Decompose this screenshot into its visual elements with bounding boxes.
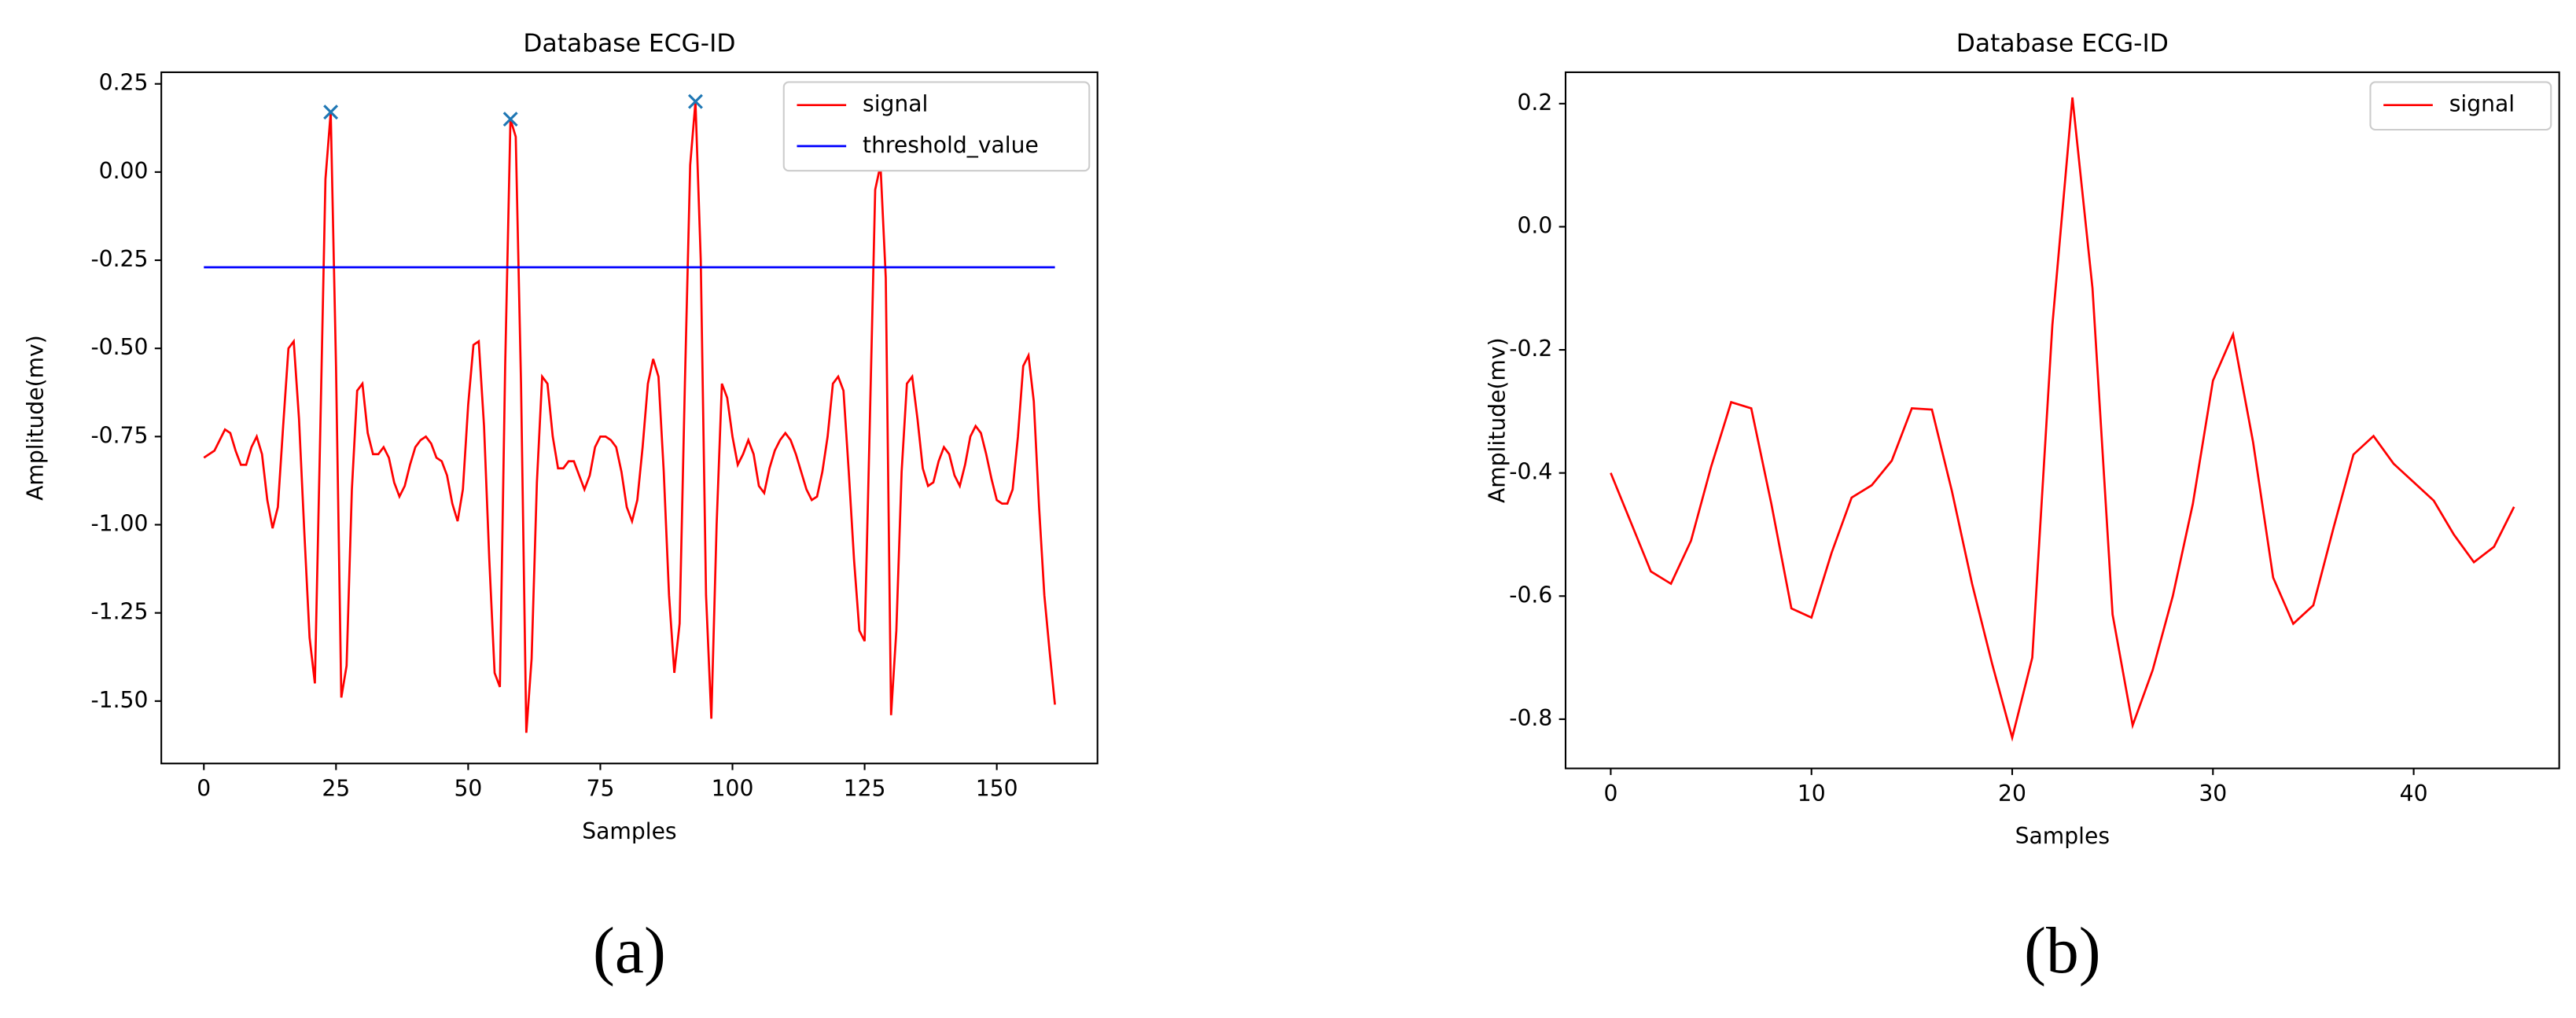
x-tick-label: 100: [712, 776, 754, 802]
peak-marker: [687, 94, 703, 109]
y-tick-label: 0.25: [99, 70, 149, 96]
y-tick-label: -0.2: [1509, 336, 1552, 362]
y-tick-label: -0.8: [1509, 705, 1552, 731]
data-line: [203, 101, 1056, 733]
y-tick-label: 0.0: [1517, 212, 1552, 238]
x-tick-label: 50: [454, 776, 482, 802]
plot-frame: [160, 71, 1098, 765]
chart-title: Database ECG-ID: [1956, 29, 2169, 57]
x-tick-label: 75: [587, 776, 615, 802]
x-tick-label: 0: [1603, 781, 1617, 807]
legend-label: signal: [2449, 91, 2515, 117]
y-tick-label: 0.2: [1517, 90, 1552, 116]
y-axis-label: Amplitude(mv): [22, 335, 48, 501]
y-tick-label: -0.6: [1509, 582, 1552, 608]
x-tick-label: 10: [1798, 781, 1826, 807]
y-tick-label: -0.25: [90, 246, 148, 272]
x-tick-label: 40: [2400, 781, 2428, 807]
legend-label: signal: [863, 91, 928, 117]
y-tick-label: -1.50: [90, 687, 148, 713]
y-tick-label: -0.75: [90, 422, 148, 448]
y-tick-label: -0.50: [90, 334, 148, 360]
y-tick-label: -0.4: [1509, 459, 1552, 485]
y-tick-label: 0.00: [99, 158, 149, 184]
plot-frame: [1564, 71, 2560, 770]
x-tick-label: 125: [844, 776, 886, 802]
legend-box: [782, 81, 1091, 172]
x-axis-label: Samples: [2015, 823, 2110, 849]
y-tick-label: -1.25: [90, 599, 148, 625]
x-tick-label: 0: [197, 776, 211, 802]
panel-caption: (b): [2024, 915, 2100, 987]
chart-title: Database ECG-ID: [523, 29, 735, 57]
x-tick-label: 150: [976, 776, 1018, 802]
x-tick-label: 25: [322, 776, 350, 802]
data-line: [1610, 97, 2515, 742]
peak-marker: [323, 105, 339, 120]
y-axis-label: Amplitude(mv): [1484, 337, 1510, 503]
panel-caption: (a): [593, 915, 666, 987]
y-tick-label: -1.00: [90, 511, 148, 537]
x-tick-label: 20: [1998, 781, 2026, 807]
peak-marker: [502, 112, 518, 127]
legend-box: [2369, 81, 2552, 131]
legend-label: threshold_value: [863, 132, 1039, 158]
x-tick-label: 30: [2199, 781, 2227, 807]
x-axis-label: Samples: [582, 818, 676, 844]
